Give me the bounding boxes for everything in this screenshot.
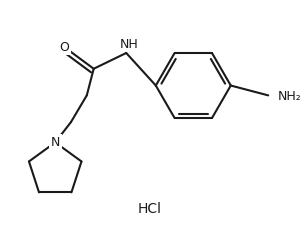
- Text: NH: NH: [120, 38, 138, 51]
- Text: HCl: HCl: [138, 202, 162, 216]
- Text: O: O: [59, 41, 69, 54]
- Text: N: N: [51, 136, 60, 149]
- Text: NH₂: NH₂: [278, 90, 302, 103]
